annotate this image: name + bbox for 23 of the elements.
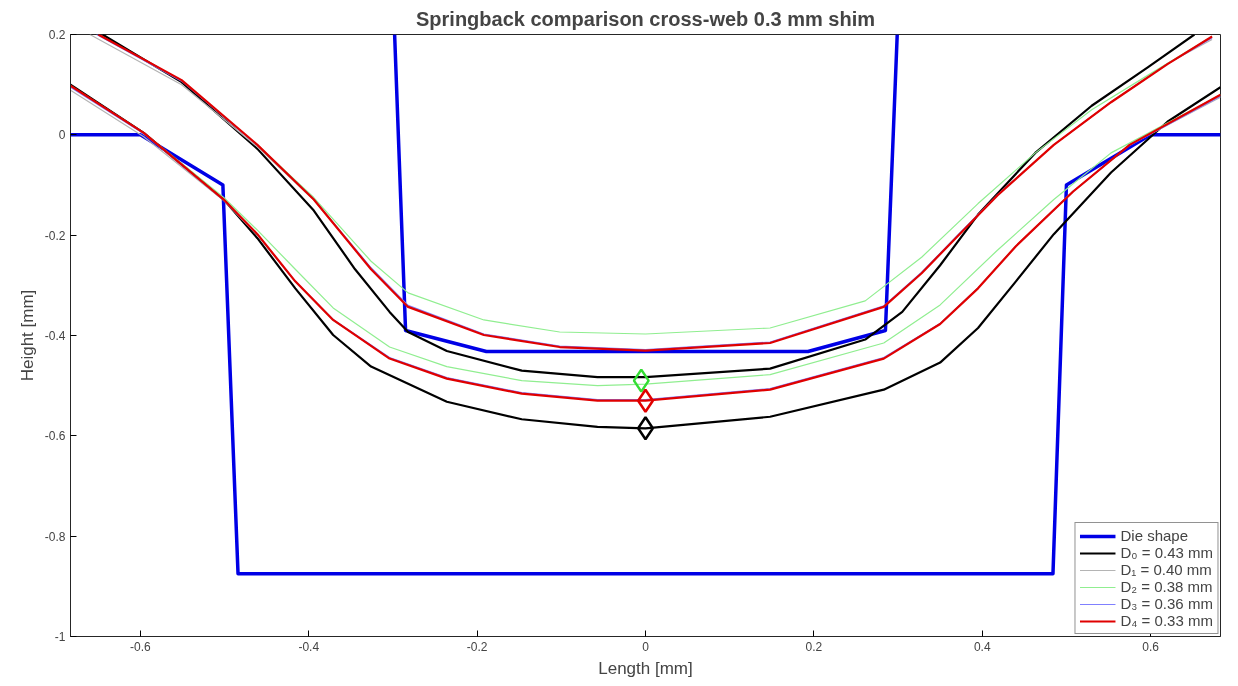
y-axis-title: Height [mm]	[17, 289, 37, 382]
legend-label: D₃ = 0.36 mm	[1120, 595, 1213, 612]
chart-title: Springback comparison cross-web 0.3 mm shim	[415, 7, 876, 30]
x-tick-label: 0.4	[973, 639, 991, 654]
y-tick-label: -0.4	[44, 329, 66, 343]
y-tick-label: -0.2	[44, 228, 66, 243]
y-tick-label: -0.8	[44, 529, 66, 544]
legend-label: D₄ = 0.33 mm	[1120, 612, 1213, 629]
legend-label: D₀ = 0.43 mm	[1120, 544, 1213, 561]
y-tick-label: -0.6	[44, 429, 66, 444]
legend-label: Die shape	[1120, 527, 1189, 544]
x-axis-title: Length [mm]	[598, 658, 693, 678]
x-tick-label: 0.2	[805, 639, 823, 654]
y-tick-label: -1	[54, 630, 66, 644]
y-tick-label: 0	[58, 128, 66, 143]
y-tick-label: 0.2	[48, 28, 66, 42]
x-tick-label: -0.4	[298, 639, 320, 654]
x-tick-label: 0	[642, 639, 650, 654]
x-tick-label: 0.6	[1142, 639, 1160, 654]
x-tick-label: -0.6	[130, 639, 152, 654]
x-tick-label: -0.2	[466, 639, 488, 654]
legend-label: D₂ = 0.38 mm	[1120, 578, 1213, 595]
legend-label: D₁ = 0.40 mm	[1120, 561, 1212, 578]
